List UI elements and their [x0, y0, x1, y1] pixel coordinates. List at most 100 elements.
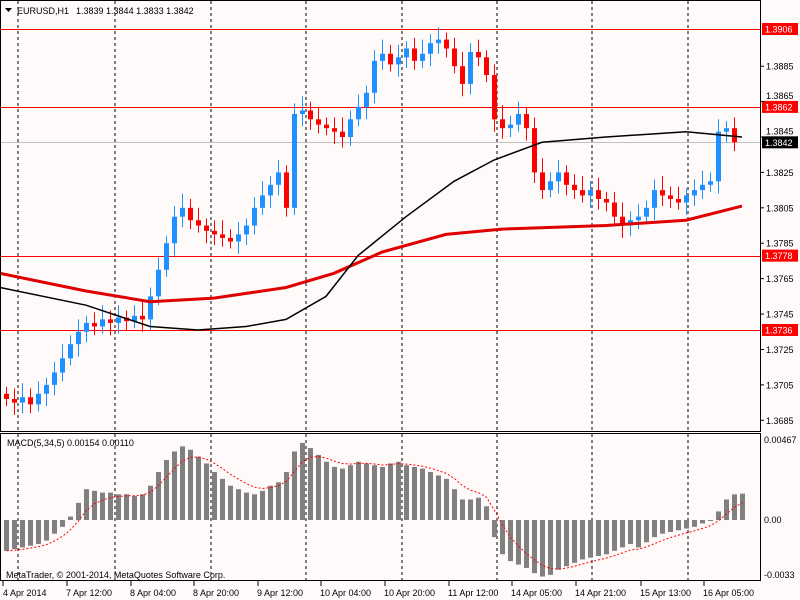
- price-tick-label: 1.3725: [766, 345, 794, 355]
- candle: [420, 39, 425, 68]
- macd-bar: [436, 475, 441, 520]
- time-tick-label: 8 Apr 20:00: [193, 588, 239, 598]
- price-tick-label: 1.3685: [766, 416, 794, 426]
- macd-bar: [220, 478, 225, 520]
- moving-averages: [0, 130, 743, 331]
- price-tick-label: 1.3805: [766, 203, 794, 213]
- level-price-tag: [762, 249, 798, 262]
- macd-bar: [164, 460, 169, 520]
- macd-bar: [140, 494, 145, 520]
- candle: [84, 315, 89, 343]
- candle: [556, 160, 561, 194]
- time-tick-label: 16 Apr 05:00: [703, 588, 754, 598]
- candle: [228, 229, 233, 249]
- horizontal-levels[interactable]: [0, 29, 760, 331]
- macd-bar: [668, 520, 673, 532]
- level-price-tag: [762, 100, 798, 113]
- candle: [108, 310, 113, 336]
- macd-bar: [196, 456, 201, 520]
- macd-bar: [532, 520, 537, 574]
- macd-bar: [236, 489, 241, 520]
- candle: [308, 101, 313, 130]
- time-tick-label: 10 Apr 20:00: [384, 588, 435, 598]
- price-tick-label: 1.3845: [766, 126, 794, 136]
- candle: [12, 388, 17, 415]
- time-tick-label: 7 Apr 12:00: [66, 588, 112, 598]
- main-panel-frame: [0, 0, 761, 432]
- macd-bar: [268, 485, 273, 520]
- candle: [532, 117, 537, 184]
- candle: [668, 186, 673, 208]
- candle: [636, 204, 641, 230]
- candle: [284, 165, 289, 217]
- candle: [292, 103, 297, 215]
- collapse-triangle-icon[interactable]: [5, 8, 12, 12]
- macd-bar: [508, 520, 513, 562]
- candle: [716, 119, 721, 194]
- macd-axis-bottom: -0.0033: [764, 570, 795, 580]
- candle: [612, 191, 617, 224]
- candle: [652, 179, 657, 221]
- candle: [356, 94, 361, 127]
- candle: [460, 52, 465, 97]
- candle: [172, 206, 177, 256]
- macd-bar: [292, 451, 297, 520]
- time-tick-label: 8 Apr 04:00: [130, 588, 176, 598]
- candle: [708, 172, 713, 192]
- macd-bar: [372, 465, 377, 520]
- macd-bar: [180, 446, 185, 520]
- macd-bar: [444, 478, 449, 520]
- candle: [340, 117, 345, 148]
- macd-bar: [188, 449, 193, 520]
- candle: [36, 381, 41, 412]
- candle: [620, 202, 625, 238]
- time-tick-label: 14 Apr 05:00: [511, 588, 562, 598]
- price-axis[interactable]: 1.3906 1.3862 1.3778 1.3736 1.3842 1.3885 1.38…: [760, 23, 798, 426]
- macd-axis-top: 0.00467: [764, 435, 797, 445]
- copyright-text: MetaTrader, © 2001-2014, MetaQuotes Soft…: [6, 570, 225, 580]
- candle: [28, 388, 33, 414]
- candle: [316, 106, 321, 134]
- candle: [404, 41, 409, 68]
- macd-bar: [92, 490, 97, 520]
- candle: [252, 197, 257, 235]
- macd-bar: [596, 520, 601, 556]
- candle: [164, 236, 169, 277]
- candle: [580, 175, 585, 203]
- macd-bar: [724, 499, 729, 520]
- level-price-tag: [762, 23, 798, 35]
- macd-bar: [204, 463, 209, 520]
- time-axis[interactable]: 4 Apr 2014 7 Apr 12:00 8 Apr 04:00 8 Apr 20…: [2, 581, 754, 598]
- candle: [484, 50, 489, 83]
- macd-bar: [284, 472, 289, 520]
- ma-slow-line: [0, 204, 743, 304]
- candle: [260, 181, 265, 215]
- candle: [660, 175, 665, 207]
- candle: [524, 106, 529, 141]
- macd-bar: [548, 520, 553, 575]
- macd-panel-frame: [0, 433, 761, 581]
- macd-bar: [588, 520, 593, 558]
- macd-bar: [348, 465, 353, 520]
- candle: [364, 85, 369, 120]
- macd-bar: [564, 520, 569, 567]
- macd-bar: [524, 520, 529, 568]
- macd-bar: [628, 520, 633, 544]
- macd-bar: [388, 463, 393, 520]
- macd-bar: [76, 502, 81, 520]
- candle: [268, 175, 273, 208]
- macd-bar: [684, 520, 689, 529]
- macd-histogram: [4, 442, 745, 577]
- candles: [4, 27, 737, 415]
- macd-bar: [12, 520, 17, 550]
- ma-fast-line: [0, 130, 743, 331]
- candle: [236, 221, 241, 254]
- candle: [452, 37, 457, 74]
- candle: [44, 377, 49, 407]
- candle: [220, 220, 225, 247]
- price-tick-label: 1.3765: [766, 274, 794, 284]
- macd-bar: [364, 463, 369, 520]
- candle: [380, 39, 385, 70]
- macd-bar: [676, 520, 681, 531]
